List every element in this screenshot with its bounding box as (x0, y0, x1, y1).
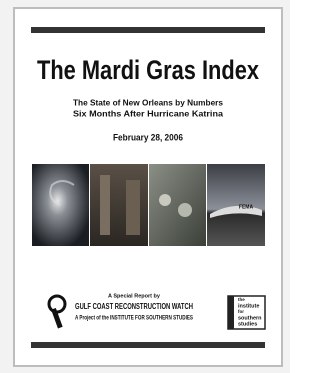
logo-word: the (238, 297, 245, 302)
top-bar (31, 27, 265, 33)
bottom-bar (31, 342, 265, 348)
organization: GULF COAST RECONSTRUCTION WATCH (75, 302, 193, 311)
logo-word: studies (238, 321, 257, 327)
project-line: A Project of the INSTITUTE FOR SOUTHERN … (75, 316, 193, 322)
photo-hurricane (32, 164, 89, 246)
report-intro: A Special Report by (108, 293, 161, 299)
subtitle: Six Months After Hurricane Katrina (73, 108, 223, 118)
date: February 28, 2006 (113, 132, 183, 142)
photo-crowd (149, 164, 206, 246)
subtitle: The State of New Orleans by Numbers (73, 97, 223, 107)
iss-logo: the institute for southern studies (228, 296, 265, 329)
logo-word: for (238, 309, 244, 314)
photo-fema (207, 164, 265, 246)
cover-page: The Mardi Gras Index The State of New Or… (0, 0, 290, 373)
photo-label: FEMA (239, 204, 254, 210)
title: The Mardi Gras Index (37, 55, 259, 85)
